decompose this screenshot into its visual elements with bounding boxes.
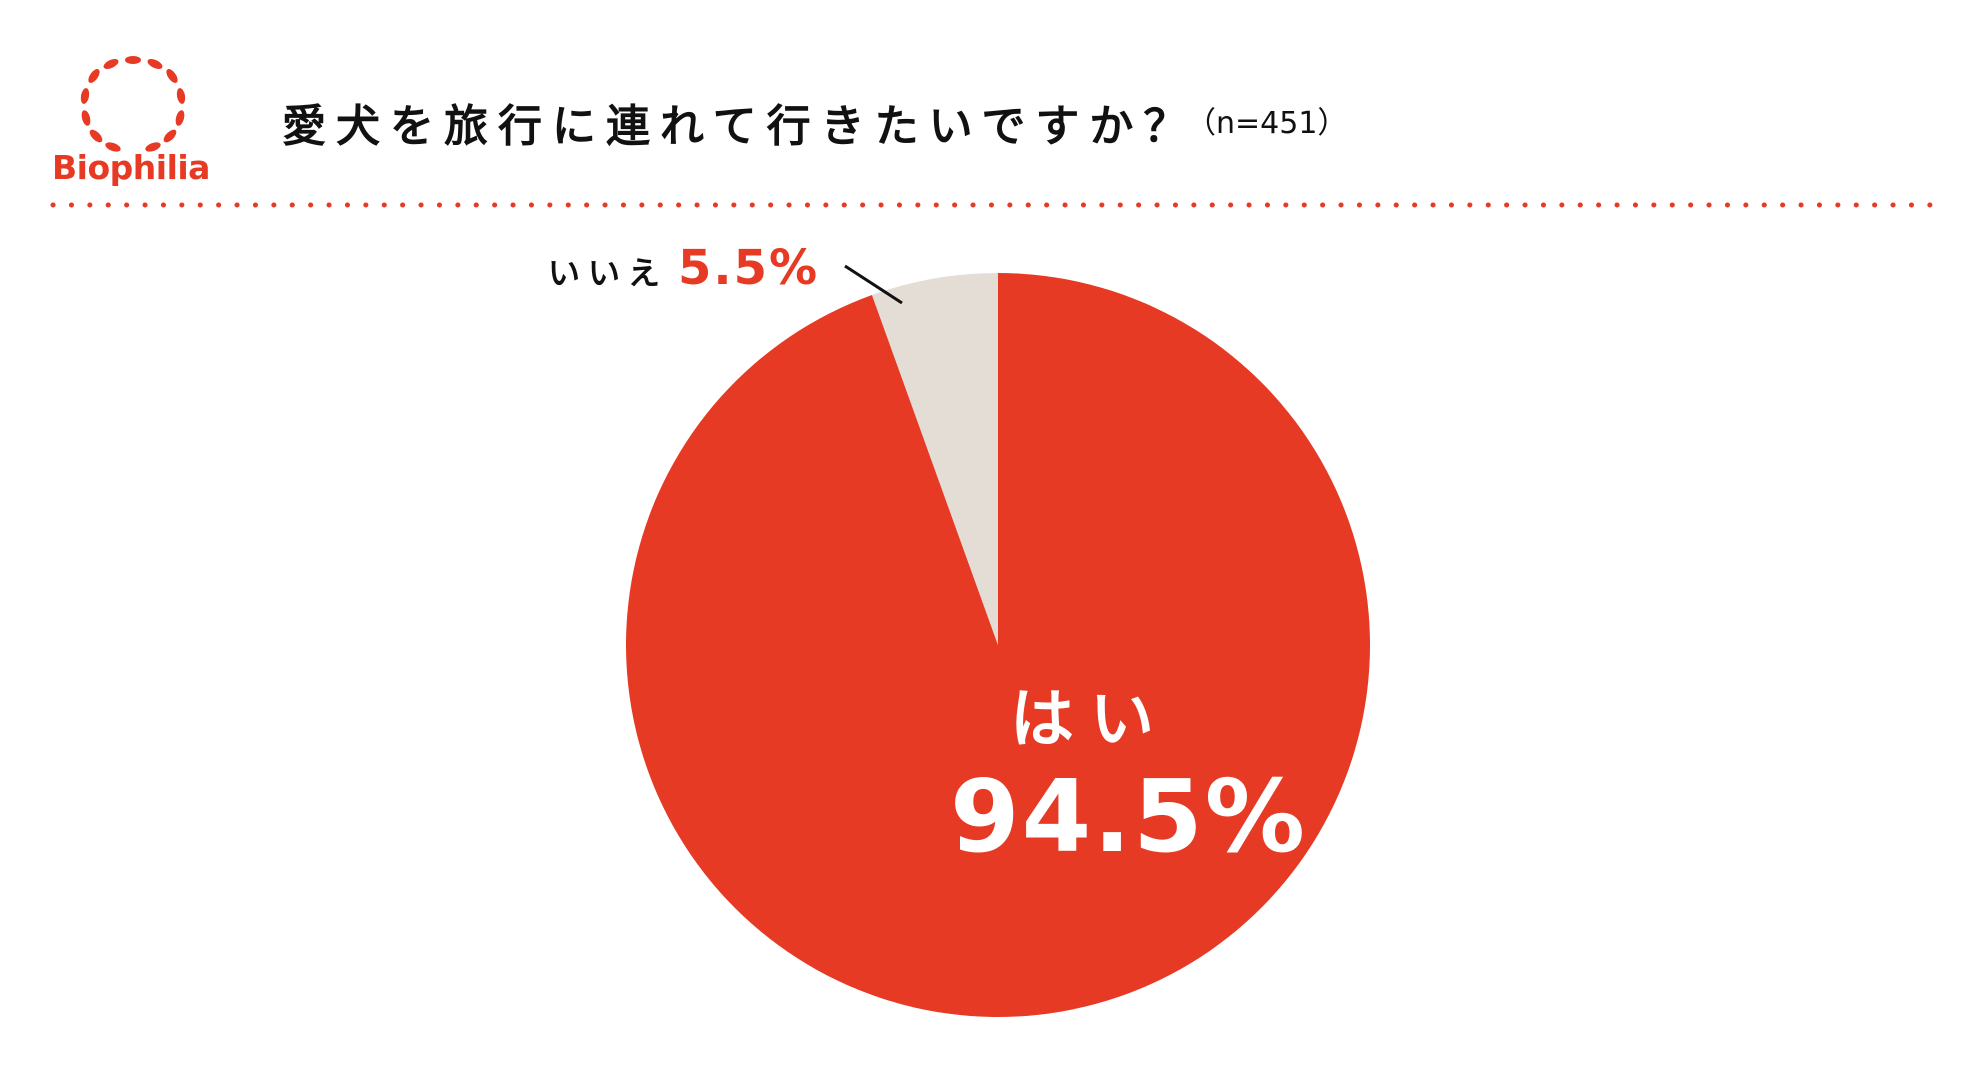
pie-slice-no: [871, 273, 998, 645]
leader-line-no: [844, 264, 903, 305]
biophilia-logo-icon: [80, 56, 186, 152]
dotted-divider: [50, 202, 1940, 208]
sample-size: （n=451）: [1186, 106, 1348, 141]
slice-value-yes: 94.5%: [950, 758, 1307, 875]
slice-value-no: 5.5%: [678, 240, 820, 296]
chart-title: 愛犬を旅行に連れて行きたいですか？: [282, 101, 1198, 152]
slice-category-yes: はい: [1010, 683, 1170, 757]
slice-label-no: いいえ 5.5%: [548, 240, 819, 296]
brand-name: Biophilia: [52, 148, 210, 187]
slice-category-no: いいえ: [548, 254, 669, 292]
